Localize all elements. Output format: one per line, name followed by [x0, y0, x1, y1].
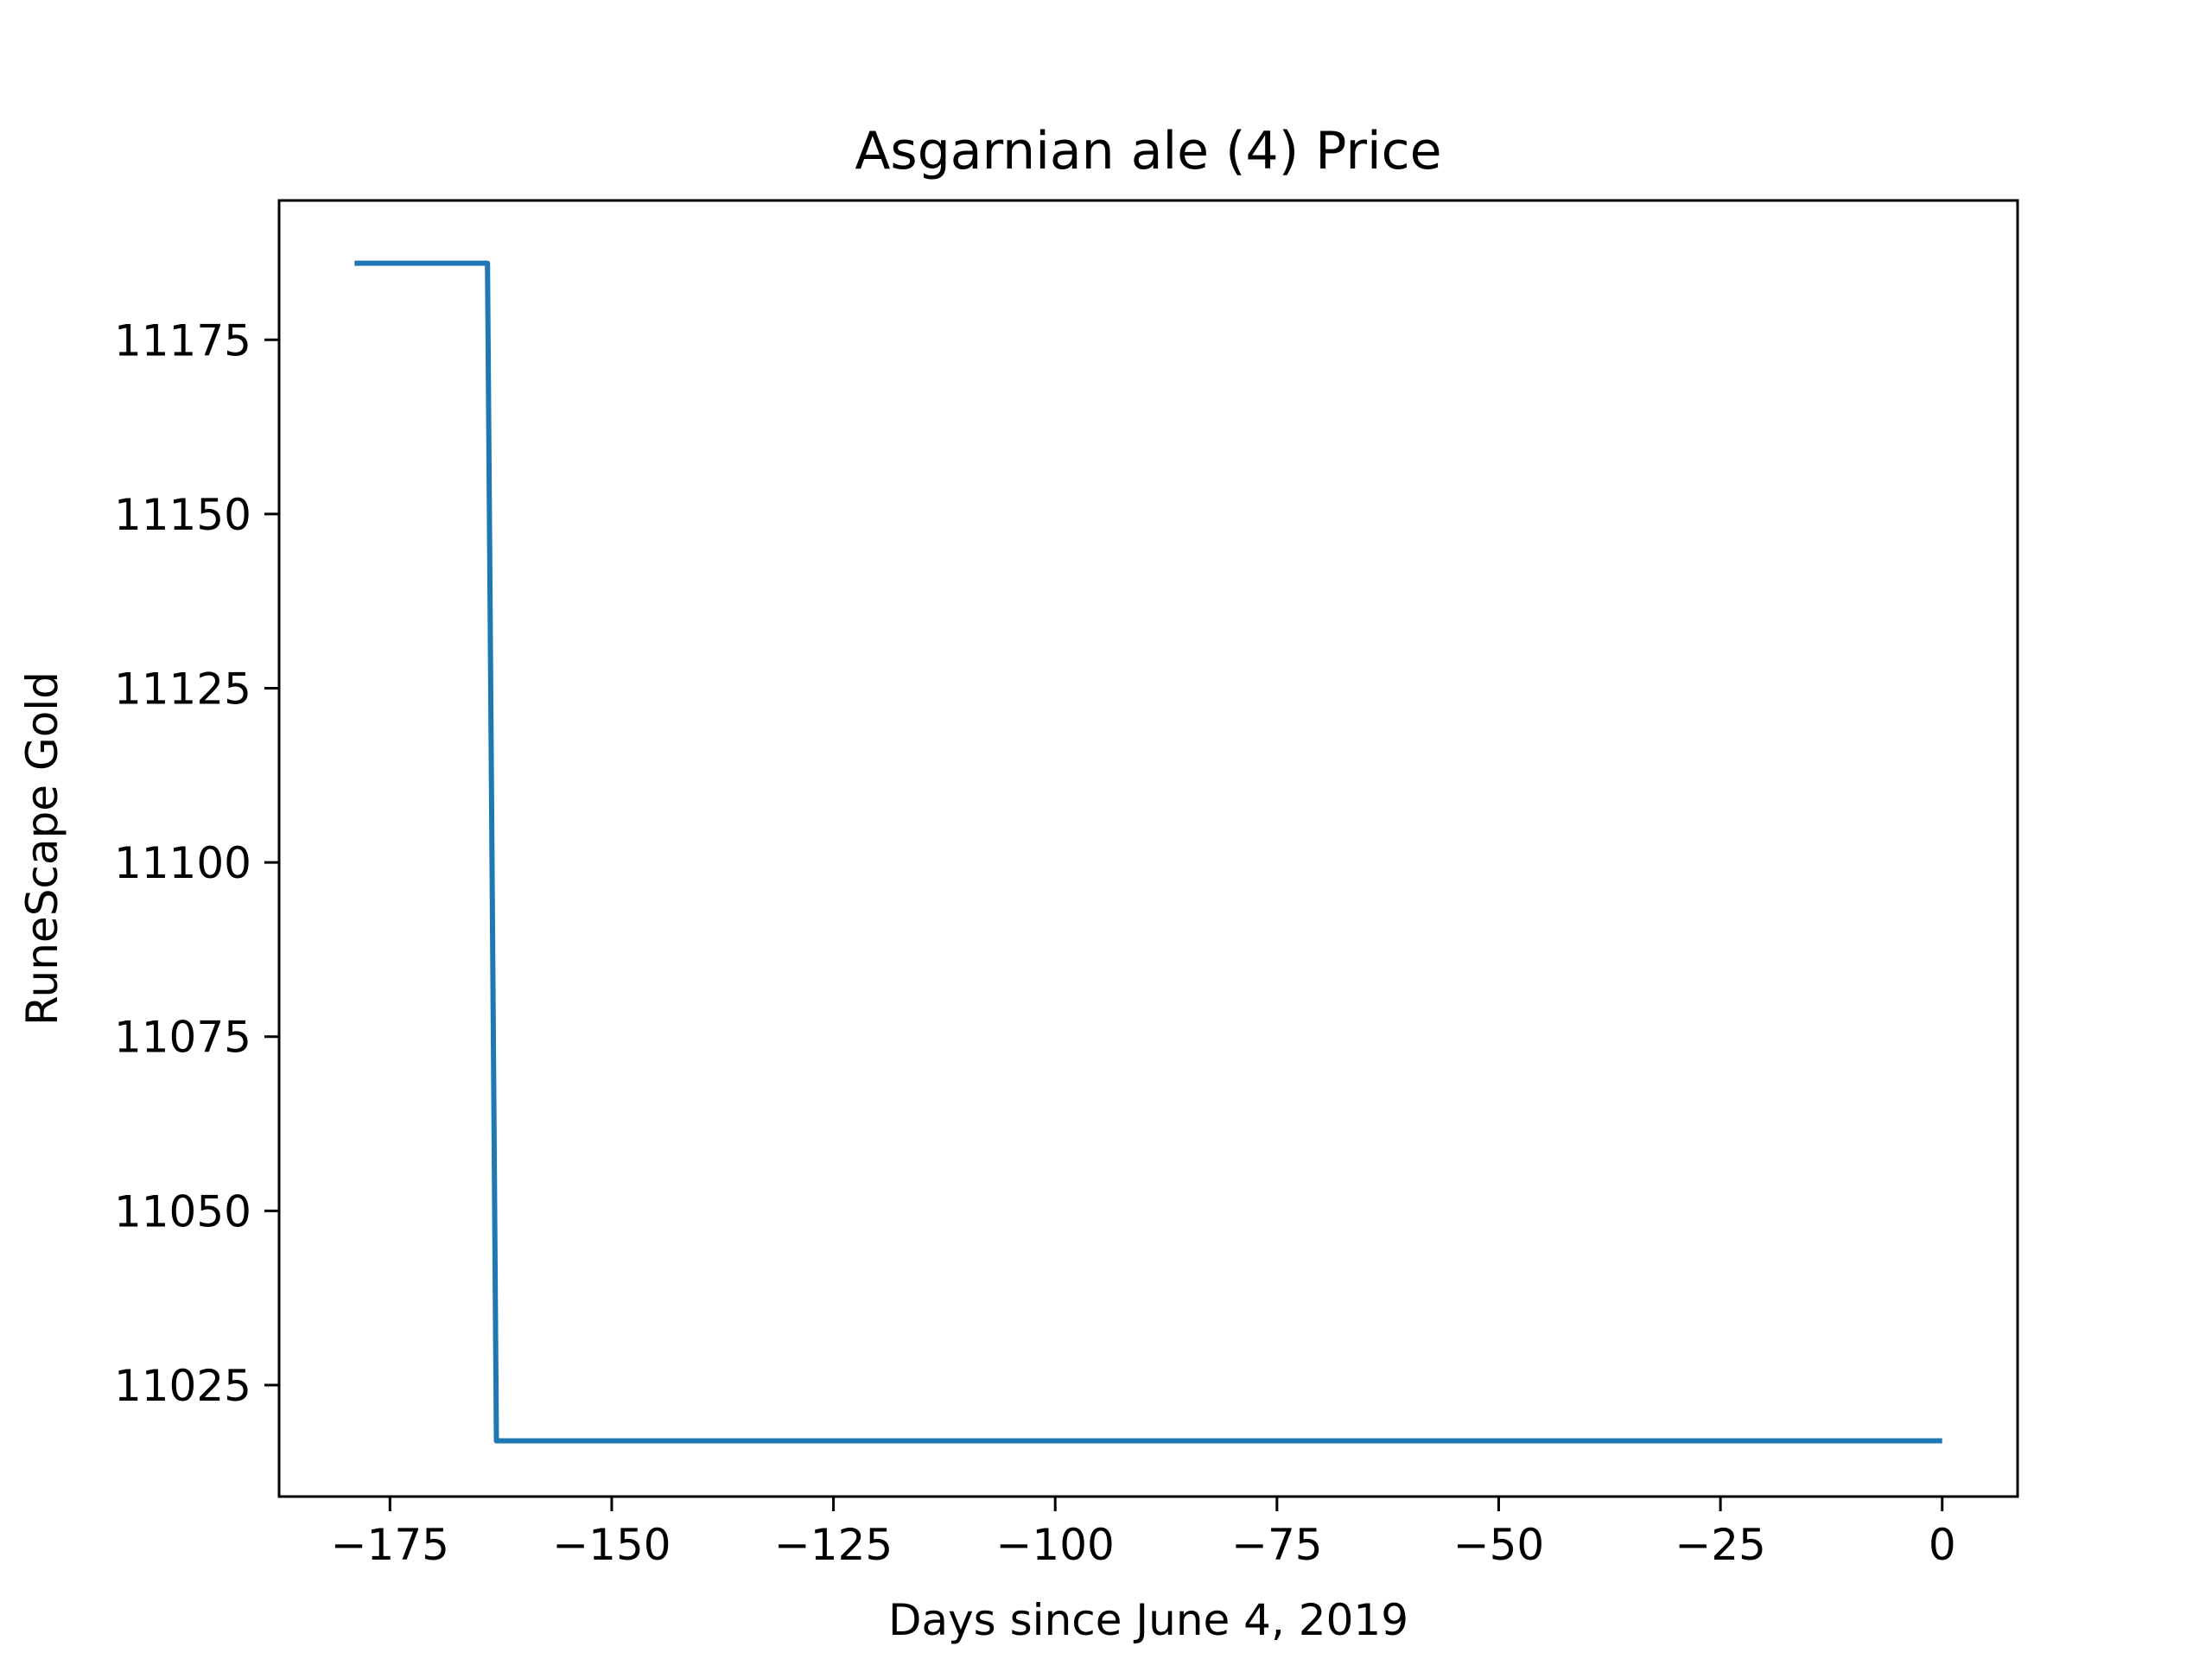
y-tick-label: 11150	[114, 490, 251, 540]
y-axis-label: RuneScape Gold	[17, 671, 67, 1026]
x-axis: −175 −150 −125 −100 −75 −50 −25 0	[331, 1497, 1956, 1570]
axes-frame	[277, 199, 2019, 1498]
x-axis-label: Days since June 4, 2019	[888, 1595, 1408, 1645]
x-tick-label: −100	[996, 1520, 1115, 1570]
x-tick-label: −50	[1453, 1520, 1545, 1570]
y-tick-label: 11175	[114, 315, 251, 365]
y-tick-label: 11125	[114, 664, 251, 715]
x-tick-label: −175	[331, 1520, 449, 1570]
x-tick-label: −25	[1675, 1520, 1766, 1570]
y-tick-label: 11050	[114, 1186, 251, 1236]
series-layer	[354, 260, 1942, 1444]
x-tick-label: −150	[552, 1520, 671, 1570]
x-tick-label: −125	[774, 1520, 893, 1570]
y-tick-label: 11100	[114, 838, 251, 888]
y-tick-label: 11075	[114, 1013, 251, 1063]
chart-title: Asgarnian ale (4) Price	[855, 121, 1441, 181]
x-tick-label: 0	[1929, 1520, 1956, 1570]
x-tick-label: −75	[1231, 1520, 1323, 1570]
y-axis: 11025 11050 11075 11100 11125 11150 11175	[114, 315, 279, 1411]
series-line	[354, 260, 1942, 1444]
y-tick-label: 11025	[114, 1361, 251, 1411]
plot-area	[277, 199, 2019, 1498]
